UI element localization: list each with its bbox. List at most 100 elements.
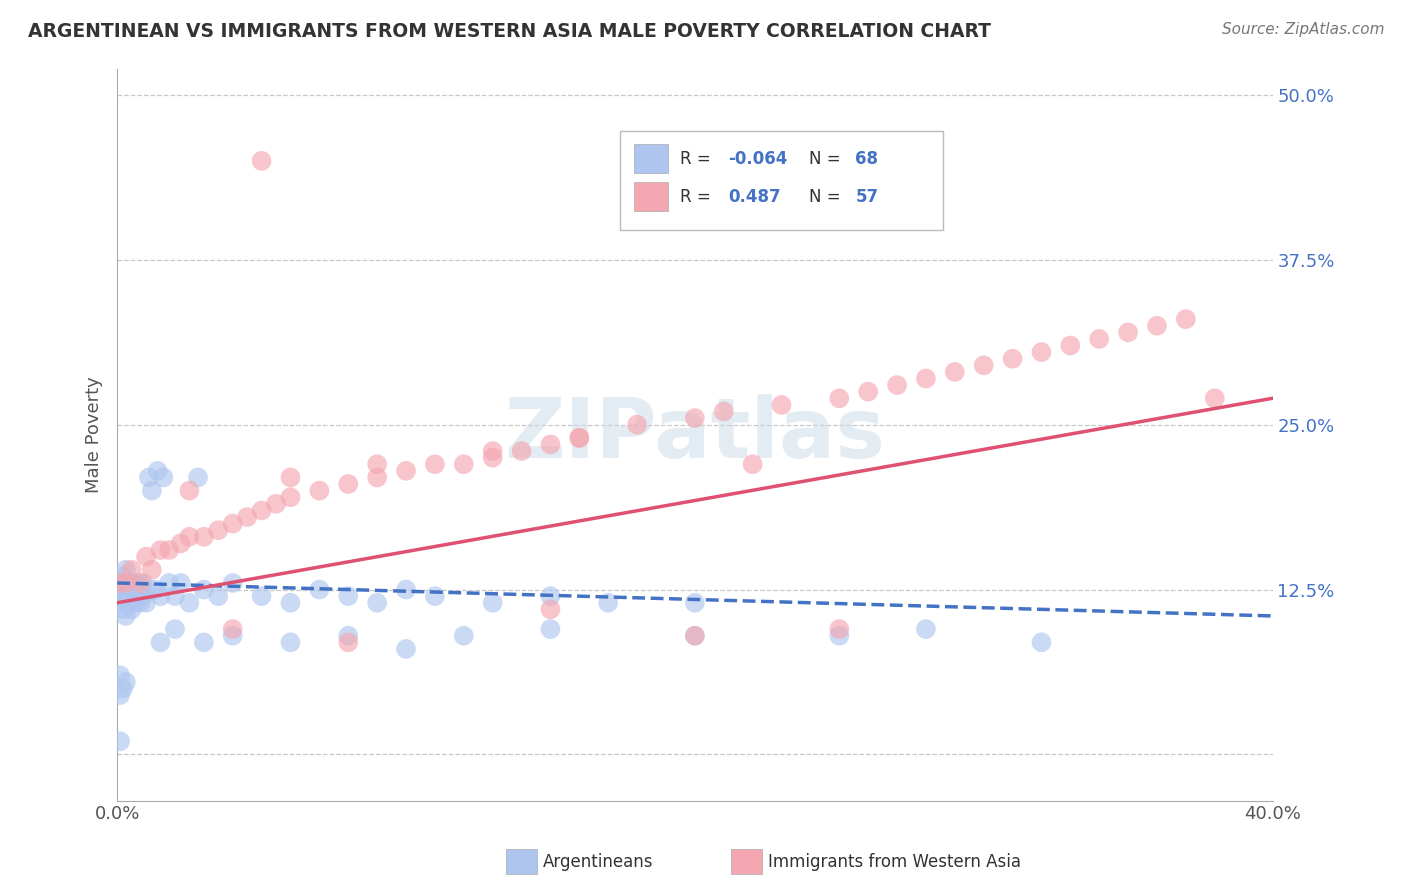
Point: [1031, 635, 1053, 649]
Point: [510, 444, 533, 458]
Point: [111, 681, 134, 696]
Point: [395, 582, 418, 597]
Point: [170, 576, 193, 591]
Text: N =: N =: [810, 150, 846, 168]
Point: [264, 497, 287, 511]
Point: [179, 596, 201, 610]
Point: [337, 635, 360, 649]
Point: [481, 450, 503, 465]
Point: [187, 470, 209, 484]
Point: [337, 477, 360, 491]
Point: [118, 596, 141, 610]
Point: [115, 563, 138, 577]
Point: [121, 582, 143, 597]
Bar: [634, 144, 668, 173]
Point: [157, 543, 180, 558]
Text: R =: R =: [681, 150, 716, 168]
Point: [236, 510, 259, 524]
Point: [193, 582, 215, 597]
Point: [366, 457, 388, 471]
Point: [973, 359, 995, 373]
Text: Immigrants from Western Asia: Immigrants from Western Asia: [768, 853, 1021, 871]
Point: [121, 602, 143, 616]
Point: [108, 734, 131, 748]
Point: [207, 589, 229, 603]
Point: [143, 582, 166, 597]
Point: [108, 589, 131, 603]
Point: [115, 674, 138, 689]
Point: [108, 668, 131, 682]
Text: ARGENTINEAN VS IMMIGRANTS FROM WESTERN ASIA MALE POVERTY CORRELATION CHART: ARGENTINEAN VS IMMIGRANTS FROM WESTERN A…: [28, 22, 991, 41]
Point: [1001, 351, 1024, 366]
Point: [280, 635, 302, 649]
Point: [141, 483, 163, 498]
Point: [481, 596, 503, 610]
Point: [149, 589, 172, 603]
Point: [337, 629, 360, 643]
Point: [598, 596, 620, 610]
Point: [135, 596, 157, 610]
Point: [250, 153, 273, 168]
Point: [132, 576, 155, 591]
Point: [124, 596, 146, 610]
Point: [453, 629, 475, 643]
Point: [129, 582, 152, 597]
Point: [193, 530, 215, 544]
Text: 68: 68: [855, 150, 879, 168]
Point: [828, 392, 851, 406]
Point: [179, 530, 201, 544]
Point: [129, 596, 152, 610]
Point: [1088, 332, 1111, 346]
Text: -0.064: -0.064: [728, 150, 787, 168]
Text: 57: 57: [855, 187, 879, 206]
Text: Source: ZipAtlas.com: Source: ZipAtlas.com: [1222, 22, 1385, 37]
Point: [856, 384, 879, 399]
Point: [118, 589, 141, 603]
Point: [1204, 392, 1226, 406]
Point: [146, 464, 169, 478]
Point: [124, 589, 146, 603]
Text: N =: N =: [810, 187, 846, 206]
Point: [108, 576, 131, 591]
Bar: [620, 131, 943, 229]
Point: [108, 688, 131, 702]
Point: [108, 596, 131, 610]
Text: Argentineans: Argentineans: [543, 853, 654, 871]
Point: [149, 635, 172, 649]
Point: [683, 629, 706, 643]
Point: [366, 470, 388, 484]
Point: [1174, 312, 1197, 326]
Point: [1116, 326, 1139, 340]
Point: [127, 576, 149, 591]
Point: [915, 371, 938, 385]
Point: [149, 543, 172, 558]
Point: [886, 378, 908, 392]
Point: [121, 563, 143, 577]
Text: R =: R =: [681, 187, 716, 206]
Point: [568, 431, 591, 445]
Point: [135, 549, 157, 564]
Point: [683, 596, 706, 610]
Point: [366, 596, 388, 610]
Point: [280, 596, 302, 610]
Point: [250, 589, 273, 603]
Point: [179, 483, 201, 498]
Point: [683, 629, 706, 643]
Point: [121, 576, 143, 591]
Point: [481, 444, 503, 458]
Point: [568, 431, 591, 445]
Point: [222, 576, 245, 591]
Text: ZIPatlas: ZIPatlas: [505, 394, 886, 475]
Point: [222, 516, 245, 531]
Point: [170, 536, 193, 550]
Point: [538, 589, 561, 603]
Point: [111, 582, 134, 597]
Point: [207, 523, 229, 537]
Point: [152, 470, 174, 484]
Point: [132, 589, 155, 603]
Point: [1031, 345, 1053, 359]
Point: [538, 622, 561, 636]
Point: [163, 622, 186, 636]
Point: [741, 457, 763, 471]
Point: [163, 589, 186, 603]
